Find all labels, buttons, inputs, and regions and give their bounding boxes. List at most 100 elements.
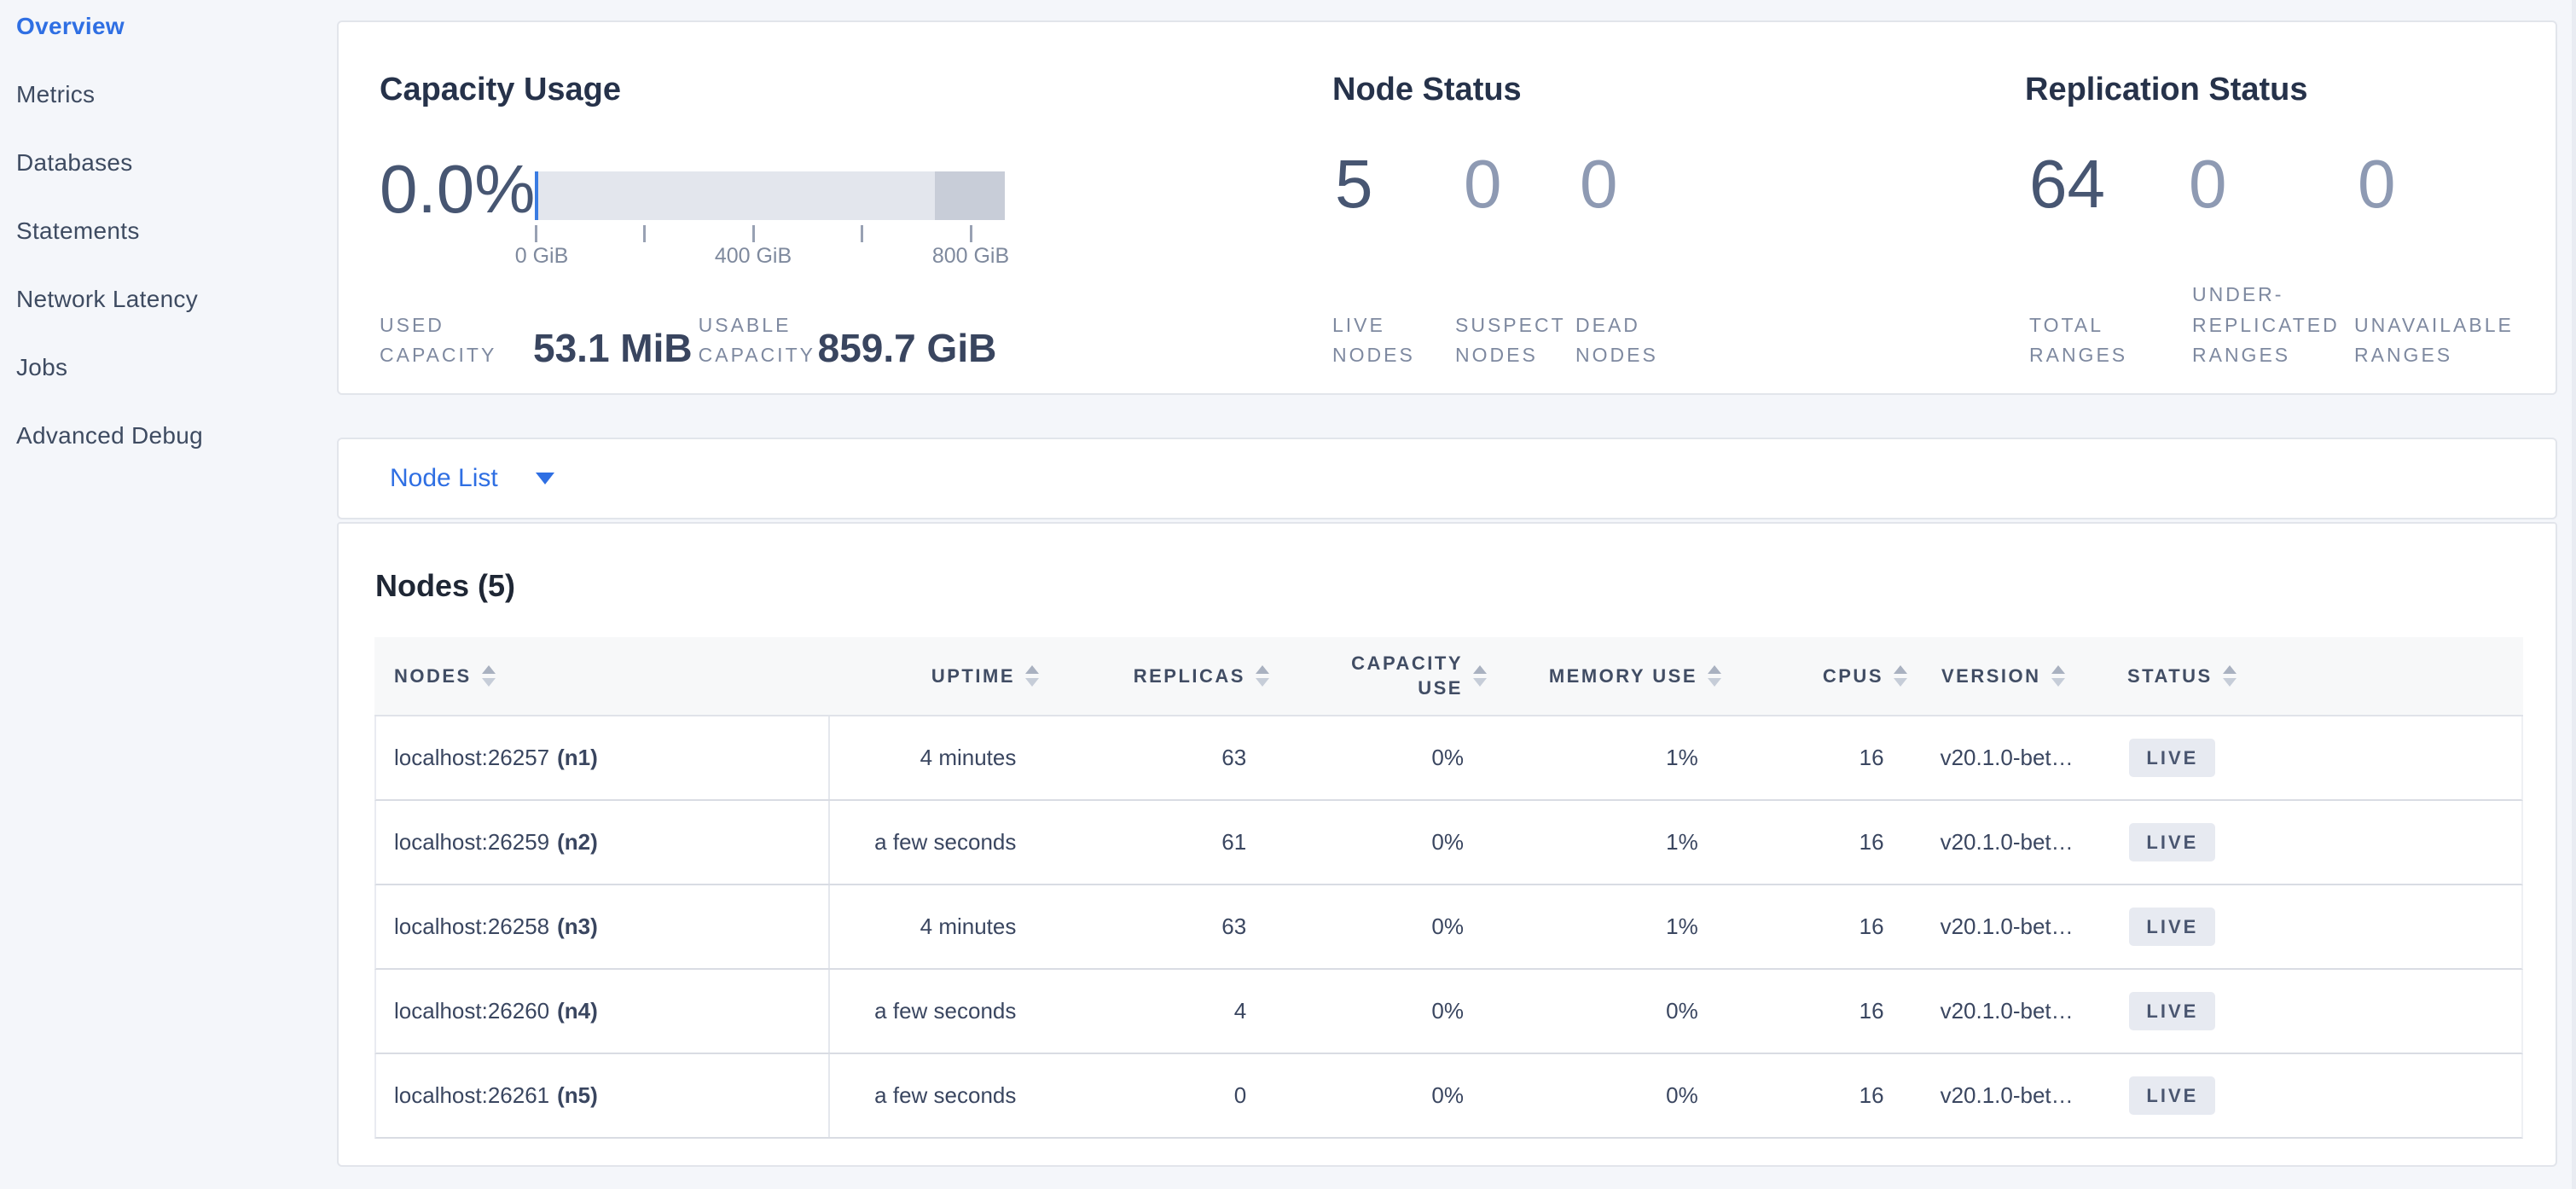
nodes-table-card: Nodes (5) NODES UPTIME REPLICAS CAPACITY… [337,522,2557,1167]
column-header-capacity-use[interactable]: CAPACITY USE [1269,637,1487,715]
memory-use-cell: 1% [1666,745,1698,770]
sort-icon [1025,665,1039,687]
sidebar-item-databases[interactable]: Databases [16,149,133,176]
axis-tick [535,225,537,242]
version-cell: v20.1.0-bet… [1940,829,2074,855]
axis-label: 0 GiB [514,244,569,268]
nodes-table-header: NODES UPTIME REPLICAS CAPACITY USE MEMOR… [374,637,2523,716]
table-row-node-2[interactable]: localhost:26259 (n2) a few seconds 61 0% … [374,801,2523,885]
replicas-cell: 4 [1233,998,1247,1024]
suspect-nodes-count: 0 [1464,146,1502,222]
capacity-used-percent: 0.0% [380,151,536,227]
usable-capacity-value: 859.7 GiB [817,326,997,370]
column-header-uptime[interactable]: UPTIME [830,637,1039,715]
column-header-memory-use[interactable]: MEMORY USE [1487,637,1721,715]
axis-tick [861,225,863,242]
node-address-cell[interactable]: localhost:26259 (n2) [376,801,830,884]
sidebar-item-statements[interactable]: Statements [16,218,140,244]
status-badge: LIVE [2129,823,2216,861]
node-status-title: Node Status [1332,72,1522,107]
replication-labels: TOTAL RANGES UNDER-REPLICATED RANGES UNA… [2029,280,2559,371]
under-replicated-ranges-label: UNDER-REPLICATED RANGES [2192,283,2340,367]
replicas-cell: 61 [1221,829,1247,855]
cpus-cell: 16 [1859,745,1884,770]
axis-label: 400 GiB [714,244,792,268]
sidebar-item-network-latency[interactable]: Network Latency [16,286,199,312]
live-nodes-label: LIVE NODES [1332,313,1415,367]
sidebar: Overview Metrics Databases Statements Ne… [0,0,337,1189]
suspect-nodes-label: SUSPECT NODES [1455,313,1566,367]
unavailable-ranges-label: UNAVAILABLE RANGES [2354,313,2514,367]
replication-values: 64 0 0 [2029,150,2396,218]
sidebar-item-metrics[interactable]: Metrics [16,81,96,107]
status-cell: LIVE [2098,1054,2521,1137]
uptime-cell: 4 minutes [920,914,1017,939]
replicas-cell: 63 [1221,914,1247,939]
capacity-gauge-used-marker [535,171,538,220]
memory-use-cell: 1% [1666,829,1698,855]
status-cell: LIVE [2098,970,2521,1053]
table-row-node-4[interactable]: localhost:26260 (n4) a few seconds 4 0% 0… [374,970,2523,1054]
column-header-nodes[interactable]: NODES [374,637,830,715]
axis-tick [643,225,646,242]
node-list-dropdown[interactable]: Node List [390,464,554,493]
cluster-summary-card: Capacity Usage 0.0% 0 GiB 400 GiB 800 Gi… [337,20,2557,395]
capacity-gauge-labels: 0 GiB 400 GiB 800 GiB [515,242,1009,268]
cpus-cell: 16 [1859,829,1884,855]
chevron-down-icon [535,473,554,484]
scrollbar-track[interactable] [2572,0,2576,1189]
status-badge: LIVE [2129,739,2216,777]
table-row-node-1[interactable]: localhost:26257 (n1) 4 minutes 63 0% 1% 1… [374,716,2523,801]
capacity-use-cell: 0% [1431,914,1464,939]
used-capacity-label: USED CAPACITY [380,313,497,367]
live-nodes-count: 5 [1335,146,1373,222]
capacity-gauge-axis [535,220,1005,242]
dead-nodes-label: DEAD NODES [1575,313,1658,367]
capacity-use-cell: 0% [1431,745,1464,770]
uptime-cell: 4 minutes [920,745,1017,770]
capacity-use-cell: 0% [1431,998,1464,1024]
used-capacity-value: 53.1 MiB [533,326,693,370]
uptime-cell: a few seconds [874,998,1017,1024]
sort-icon [2222,665,2237,687]
cpus-cell: 16 [1859,1082,1884,1108]
sort-icon [2051,665,2065,687]
unavailable-ranges-count: 0 [2358,146,2396,222]
sidebar-item-jobs[interactable]: Jobs [16,354,68,380]
nodes-table-title: Nodes (5) [375,568,516,603]
column-header-status[interactable]: STATUS [2100,637,2523,715]
column-header-cpus[interactable]: CPUS [1721,637,1907,715]
axis-label: 800 GiB [931,244,1010,268]
node-address-cell[interactable]: localhost:26257 (n1) [376,716,830,799]
sort-icon [1894,665,1907,687]
sidebar-item-overview[interactable]: Overview [16,13,125,39]
column-header-replicas[interactable]: REPLICAS [1039,637,1269,715]
table-row-node-3[interactable]: localhost:26258 (n3) 4 minutes 63 0% 1% 1… [374,885,2523,970]
capacity-gauge-reserved-segment [935,171,1005,220]
sort-icon [1473,665,1487,687]
memory-use-cell: 0% [1666,1082,1698,1108]
cpus-cell: 16 [1859,914,1884,939]
cpus-cell: 16 [1859,998,1884,1024]
node-address-cell[interactable]: localhost:26261 (n5) [376,1054,830,1137]
usable-capacity-label: USABLE CAPACITY [698,313,815,367]
axis-tick [752,225,755,242]
sidebar-item-advanced-debug[interactable]: Advanced Debug [16,422,204,449]
total-ranges-label: TOTAL RANGES [2029,313,2128,367]
table-row-node-5[interactable]: localhost:26261 (n5) a few seconds 0 0% 0… [374,1054,2523,1139]
version-cell: v20.1.0-bet… [1940,1082,2074,1108]
capacity-usage-title: Capacity Usage [380,72,622,107]
status-cell: LIVE [2098,716,2521,799]
node-status-values: 5 0 0 [1335,150,1618,218]
status-cell: LIVE [2098,801,2521,884]
node-address-cell[interactable]: localhost:26258 (n3) [376,885,830,968]
memory-use-cell: 1% [1666,914,1698,939]
view-selector-card: Node List [337,438,2557,519]
capacity-gauge-bar [535,171,1005,220]
node-list-dropdown-label: Node List [390,464,498,492]
dead-nodes-count: 0 [1580,146,1618,222]
column-header-version[interactable]: VERSION [1907,637,2100,715]
sort-icon [481,665,496,687]
status-badge: LIVE [2129,1076,2216,1115]
node-address-cell[interactable]: localhost:26260 (n4) [376,970,830,1053]
